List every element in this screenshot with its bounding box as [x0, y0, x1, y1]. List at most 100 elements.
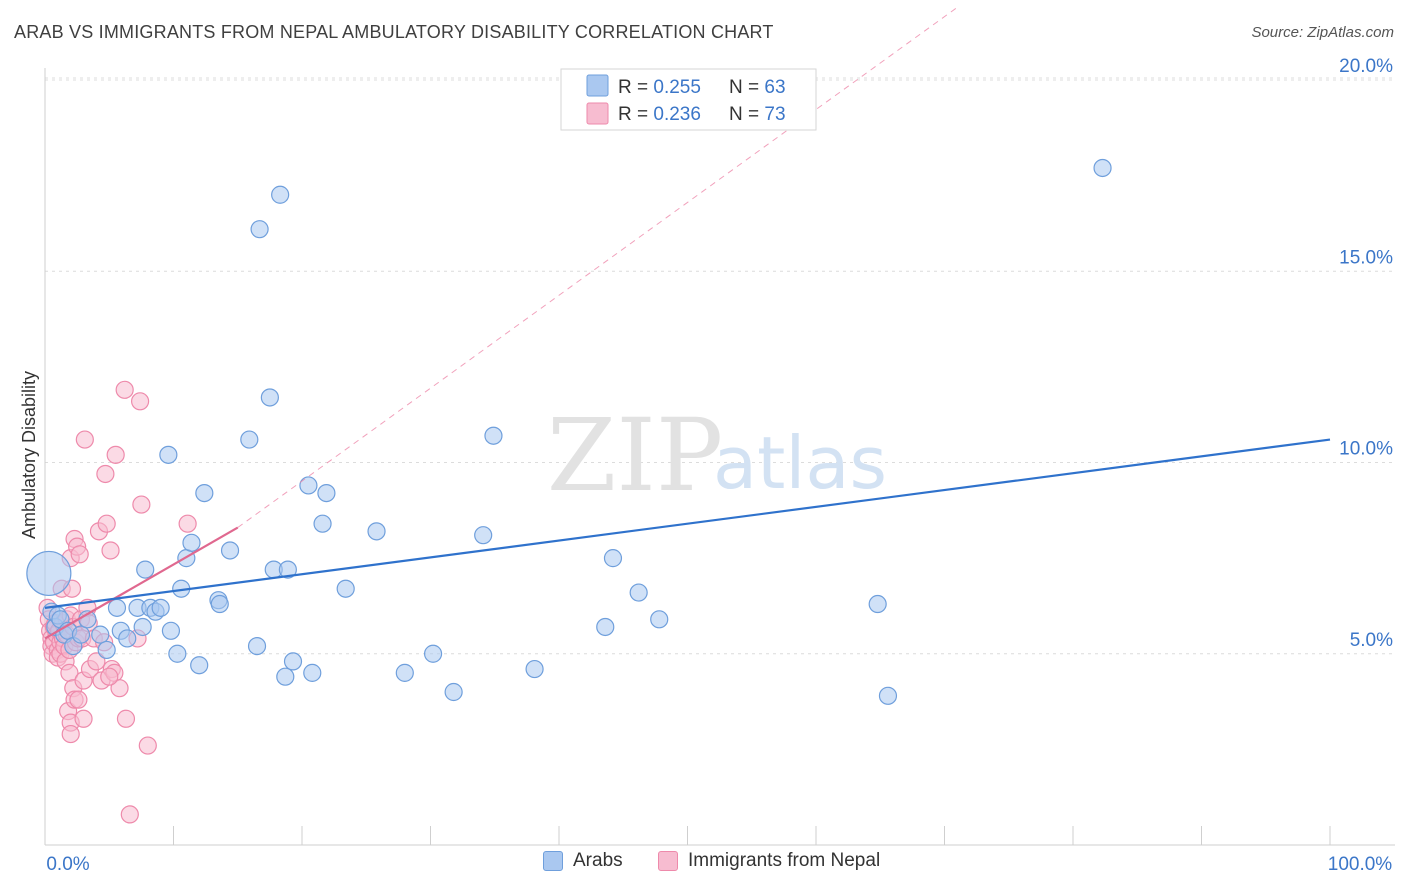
stats-n-label-arabs: N =	[729, 77, 764, 98]
arabs-point-59	[1093, 158, 1112, 178]
arabs-point-42	[303, 663, 322, 682]
series-legend: Arabs Immigrants from Nepal	[0, 850, 1406, 880]
arabs-point-21	[159, 445, 178, 464]
x-tick-label-right: 100.0%	[1328, 854, 1393, 875]
nepal-point-58	[110, 679, 129, 698]
nepal-point-54	[101, 541, 120, 560]
y-tick-label-1: 10.0%	[1339, 439, 1393, 460]
arabs-point-12	[107, 598, 127, 617]
trend-line-nepal-extension	[237, 6, 958, 528]
svg-text:R = 0.236: R = 0.236	[618, 104, 701, 125]
y-tick-label-0: 5.0%	[1350, 630, 1393, 651]
arabs-point-56	[650, 610, 669, 629]
stats-n-value-arabs: 63	[764, 77, 785, 98]
arabs-point-16	[133, 617, 152, 637]
arabs-point-14	[118, 629, 137, 648]
arabs-point-50	[474, 526, 493, 545]
arabs-point-41	[299, 476, 318, 495]
stats-legend: R = 0.255 N = 63 R = 0.236 N = 73	[560, 68, 817, 131]
y-tick-labels: 5.0% 10.0% 15.0% 20.0%	[1339, 56, 1393, 651]
source-credit: Source: ZipAtlas.com	[1251, 24, 1394, 41]
arabs-point-54	[603, 549, 623, 568]
arabs-point-22	[161, 621, 181, 640]
arabs-point-33	[247, 636, 267, 656]
arabs-point-47	[395, 663, 414, 682]
svg-text:N = 63: N = 63	[729, 77, 786, 98]
grid-lines	[45, 77, 1395, 655]
arabs-point-37	[271, 185, 290, 204]
svg-text:N = 73: N = 73	[729, 104, 786, 125]
series-arabs-points	[26, 158, 1112, 705]
arabs-point-57	[878, 686, 898, 705]
arabs-point-43	[313, 514, 332, 533]
watermark-zip: ZIP	[547, 397, 723, 514]
arabs-point-39	[278, 560, 297, 579]
y-axis-label: Ambulatory Disability	[19, 371, 39, 539]
arabs-point-48	[423, 644, 443, 663]
arabs-point-49	[444, 682, 463, 702]
arabs-point-40	[283, 652, 303, 671]
arabs-point-8	[71, 625, 91, 644]
nepal-point-67	[100, 667, 119, 686]
nepal-point-28	[61, 724, 80, 744]
arabs-point-28	[195, 484, 214, 503]
arabs-point-53	[596, 617, 615, 637]
nepal-point-60	[116, 709, 136, 728]
x-tick-label-left: 0.0%	[46, 854, 89, 875]
stats-legend-swatch-nepal	[586, 102, 609, 125]
arabs-point-0	[26, 550, 72, 597]
stats-r-value-nepal: 0.236	[653, 104, 701, 125]
chart-title: ARAB VS IMMIGRANTS FROM NEPAL AMBULATORY…	[14, 22, 774, 42]
stats-legend-swatch-arabs	[586, 74, 609, 97]
arabs-point-20	[151, 598, 170, 617]
nepal-point-37	[69, 690, 88, 709]
arabs-point-52	[525, 659, 544, 679]
arabs-point-17	[136, 560, 155, 579]
stats-n-value-nepal: 73	[764, 104, 785, 125]
nepal-point-59	[115, 380, 134, 399]
arabs-point-26	[182, 533, 201, 552]
trend-lines	[44, 6, 1331, 640]
legend-label-nepal: Immigrants from Nepal	[688, 850, 881, 871]
arabs-point-31	[220, 541, 240, 560]
arabs-point-30	[210, 594, 229, 614]
arabs-point-58	[868, 594, 887, 614]
svg-text:R = 0.255: R = 0.255	[618, 77, 701, 98]
trend-line-nepal	[44, 526, 239, 640]
arabs-point-38	[276, 667, 295, 686]
legend-item-arabs[interactable]: Arabs	[543, 850, 623, 872]
nepal-point-63	[132, 495, 151, 514]
watermark: ZIP atlas	[547, 397, 887, 514]
stats-r-label-nepal: R =	[618, 104, 653, 125]
nepal-point-43	[75, 430, 94, 449]
arabs-point-10	[91, 625, 110, 644]
legend-swatch-arabs	[543, 851, 563, 871]
y-tick-label-2: 15.0%	[1339, 247, 1393, 268]
axes	[44, 68, 1395, 846]
legend-item-nepal[interactable]: Immigrants from Nepal	[658, 850, 880, 872]
legend-label-arabs: Arabs	[573, 850, 623, 871]
nepal-point-64	[138, 736, 157, 755]
arabs-point-27	[190, 656, 209, 675]
arabs-point-51	[484, 426, 503, 445]
arabs-point-44	[317, 484, 336, 503]
nepal-point-48	[87, 652, 106, 671]
legend-swatch-nepal	[658, 851, 678, 871]
nepal-point-66	[178, 514, 197, 533]
nepal-point-65	[120, 805, 139, 824]
arabs-point-46	[367, 522, 386, 541]
arabs-point-45	[336, 579, 355, 598]
nepal-point-52	[96, 464, 115, 484]
stats-r-value-arabs: 0.255	[653, 77, 701, 98]
nepal-point-53	[97, 514, 116, 533]
nepal-point-42	[74, 709, 93, 728]
nepal-point-57	[106, 445, 125, 464]
nepal-point-62	[130, 392, 150, 411]
y-tick-label-3: 20.0%	[1339, 56, 1393, 77]
arabs-point-32	[240, 430, 259, 449]
nepal-point-38	[70, 545, 89, 564]
stats-n-label-nepal: N =	[729, 104, 764, 125]
arabs-point-34	[250, 220, 269, 239]
trend-line-arabs	[44, 438, 1331, 609]
